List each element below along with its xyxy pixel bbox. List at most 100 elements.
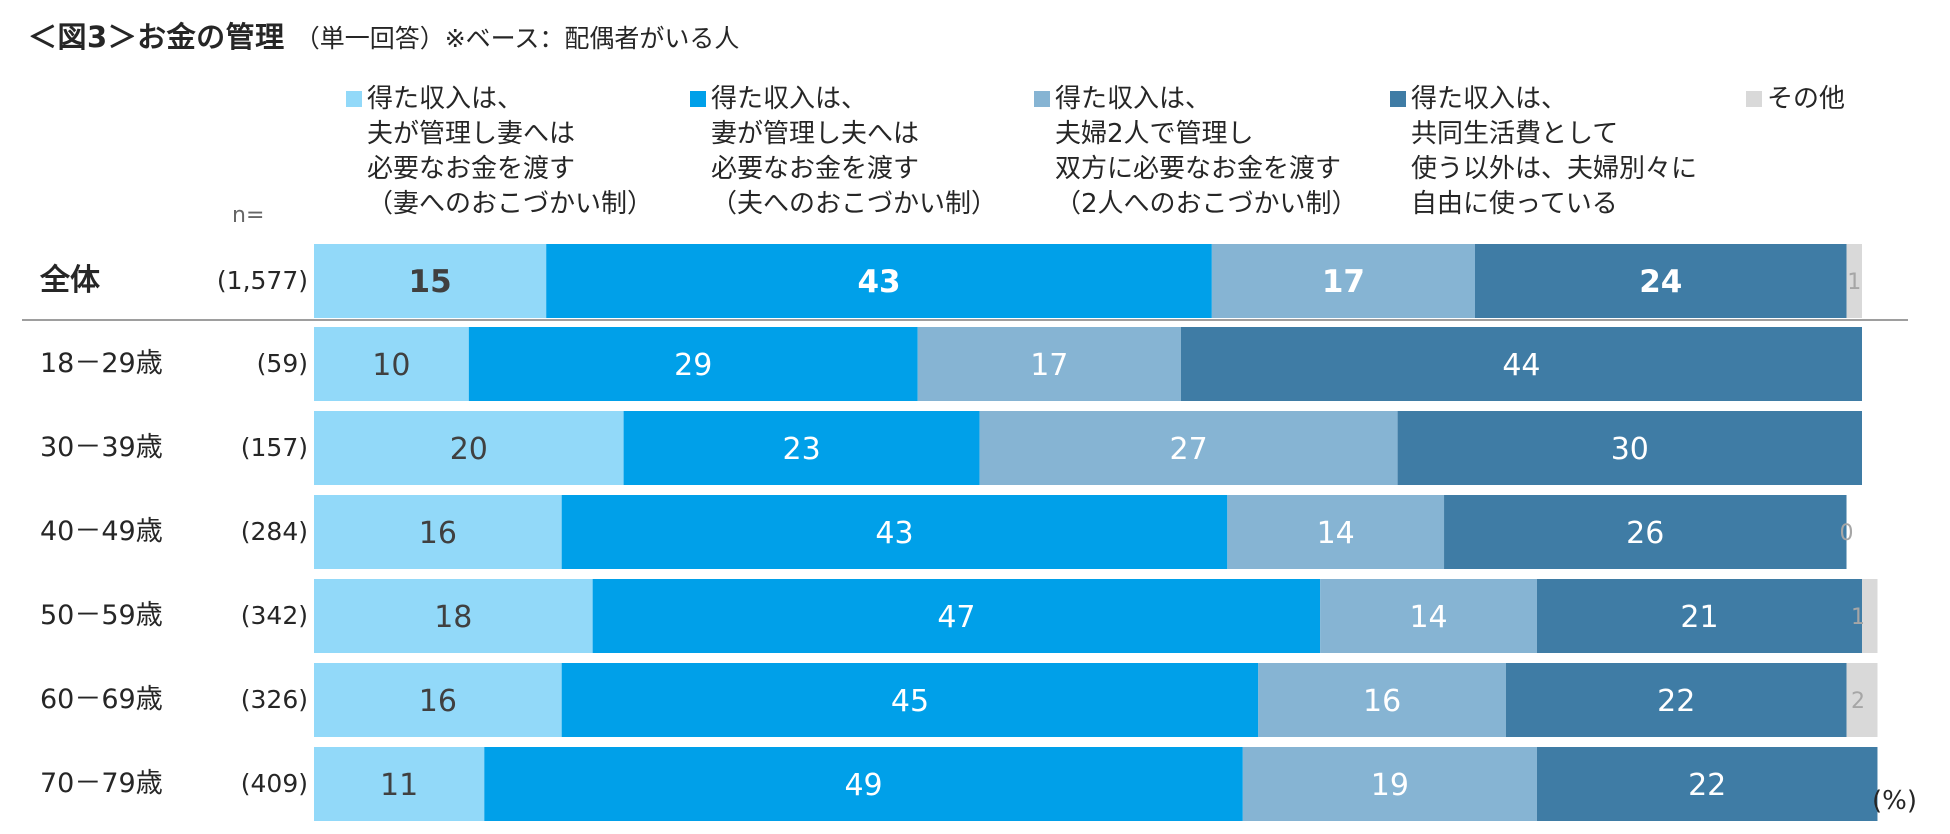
bar-segment xyxy=(1227,495,1445,569)
bar-value-label: 22 xyxy=(1657,684,1695,719)
legend-line: 夫が管理し妻へは xyxy=(367,119,576,149)
bar-segment xyxy=(917,327,1181,401)
bar-segment xyxy=(484,747,1243,821)
bar-value-label: 30 xyxy=(1611,432,1649,467)
bar-value-label: 45 xyxy=(891,684,929,719)
legend-text-3: 得た収入は、 夫婦2人で管理し 双方に必要なお金を渡す （2人へのおこづかい制） xyxy=(1055,82,1358,222)
legend-line: 得た収入は、 xyxy=(1411,84,1568,114)
bar-value-label-other: 1 xyxy=(1847,270,1861,295)
legend-line: 使う以外は、夫婦別々に xyxy=(1411,154,1698,184)
bar-segment xyxy=(314,495,562,569)
legend-item-3: 得た収入は、 夫婦2人で管理し 双方に必要なお金を渡す （2人へのおこづかい制） xyxy=(1034,82,1358,222)
bar-segment xyxy=(979,411,1398,485)
legend-line: 得た収入は、 xyxy=(367,84,524,114)
bar-value-label: 10 xyxy=(372,348,410,383)
legend-item-5: その他 xyxy=(1746,82,1845,117)
bar-value-label: 16 xyxy=(419,684,457,719)
row-sample-size: (326) xyxy=(240,685,308,714)
legend-line: 共同生活費として xyxy=(1411,119,1619,149)
bar-segment xyxy=(1242,747,1537,821)
bar-value-label: 11 xyxy=(380,768,418,803)
legend-line: 自由に使っている xyxy=(1411,189,1618,219)
legend-line: 必要なお金を渡す xyxy=(367,154,576,184)
legend-swatch-4 xyxy=(1390,91,1406,107)
chart-title-sub: （単一回答）※ベース：配偶者がいる人 xyxy=(294,24,740,53)
bar-value-label: 14 xyxy=(1317,516,1355,551)
legend-line: その他 xyxy=(1767,84,1846,114)
bar-value-label: 16 xyxy=(1363,684,1401,719)
bar-segment xyxy=(1320,579,1537,653)
row-label: 全体 xyxy=(40,263,100,298)
bar-segment xyxy=(1475,244,1847,318)
bar-value-label: 23 xyxy=(783,432,821,467)
row-sample-size: (157) xyxy=(240,433,308,462)
bar-value-label: 17 xyxy=(1030,348,1068,383)
row-label: 70－79歳 xyxy=(40,768,163,799)
bar-segment xyxy=(314,747,485,821)
bar-segment xyxy=(1862,579,1878,653)
legend-swatch-1 xyxy=(346,91,362,107)
bar-segment xyxy=(468,327,918,401)
legend-line: 得た収入は、 xyxy=(711,84,868,114)
bar-segment xyxy=(1258,663,1506,737)
bar-segment xyxy=(314,663,562,737)
n-header: n= xyxy=(232,203,265,228)
bar-segment xyxy=(1397,411,1862,485)
bar-value-label: 15 xyxy=(409,264,452,300)
legend-item-4: 得た収入は、共同生活費として使う以外は、夫婦別々に 自由に使っている xyxy=(1390,82,1697,222)
legend-line: （妻へのおこづかい制） xyxy=(367,189,654,219)
bar-segment xyxy=(314,411,624,485)
bar-value-label: 20 xyxy=(450,432,488,467)
legend-item-2: 得た収入は、 妻が管理し夫へは 必要なお金を渡す （夫へのおこづかい制） xyxy=(690,82,997,222)
bar-value-label: 19 xyxy=(1371,768,1409,803)
legend-item-1: 得た収入は、夫が管理し妻へは 必要なお金を渡す （妻へのおこづかい制） xyxy=(346,82,653,222)
unit-label: (%) xyxy=(1872,786,1917,816)
legend-swatch-2 xyxy=(690,91,706,107)
legend-line: 必要なお金を渡す xyxy=(711,154,920,184)
bar-segment xyxy=(592,579,1321,653)
bar-value-label: 44 xyxy=(1502,348,1540,383)
legend-text-2: 得た収入は、 妻が管理し夫へは 必要なお金を渡す （夫へのおこづかい制） xyxy=(711,82,997,222)
bar-segment xyxy=(1846,244,1862,318)
row-sample-size: (284) xyxy=(240,517,308,546)
bar-segment xyxy=(314,244,547,318)
row-label: 50－59歳 xyxy=(40,600,163,631)
bar-segment xyxy=(1505,663,1847,737)
row-sample-size: (342) xyxy=(240,601,308,630)
row-label: 18－29歳 xyxy=(40,348,163,379)
chart-title-main: ＜図3＞お金の管理 xyxy=(28,20,285,54)
row-sample-size: (59) xyxy=(256,349,308,378)
bar-value-label-other: 0 xyxy=(1840,521,1854,546)
bar-segment xyxy=(546,244,1212,318)
bar-segment xyxy=(314,579,593,653)
row-label: 30－39歳 xyxy=(40,432,163,463)
bar-segment xyxy=(314,327,469,401)
bar-value-label-other: 2 xyxy=(1851,689,1865,714)
bar-segment xyxy=(1444,495,1847,569)
bar-segment xyxy=(1211,244,1475,318)
bar-value-label: 47 xyxy=(937,600,975,635)
bar-segment xyxy=(1846,663,1878,737)
legend-swatch-5 xyxy=(1746,91,1762,107)
bar-value-label: 17 xyxy=(1322,264,1365,300)
bar-segment xyxy=(561,663,1259,737)
bar-value-label: 26 xyxy=(1626,516,1664,551)
bar-value-label-other: 1 xyxy=(1851,605,1865,630)
row-sample-size: (409) xyxy=(240,769,308,798)
legend-text-1: 得た収入は、夫が管理し妻へは 必要なお金を渡す （妻へのおこづかい制） xyxy=(367,82,653,222)
legend-line: （夫へのおこづかい制） xyxy=(711,189,998,219)
row-sample-size: (1,577) xyxy=(216,266,308,295)
bar-value-label: 18 xyxy=(434,600,472,635)
bar-value-label: 49 xyxy=(844,768,882,803)
bar-value-label: 14 xyxy=(1409,600,1447,635)
legend-text-5: その他 xyxy=(1767,82,1845,117)
total-row-divider xyxy=(22,319,1908,321)
legend-text-4: 得た収入は、共同生活費として使う以外は、夫婦別々に 自由に使っている xyxy=(1411,82,1697,222)
bar-value-label: 16 xyxy=(419,516,457,551)
row-label: 40－49歳 xyxy=(40,516,163,547)
bar-value-label: 21 xyxy=(1680,600,1718,635)
bar-segment xyxy=(1180,327,1862,401)
legend-swatch-3 xyxy=(1034,91,1050,107)
legend-line: 得た収入は、 xyxy=(1055,84,1212,114)
